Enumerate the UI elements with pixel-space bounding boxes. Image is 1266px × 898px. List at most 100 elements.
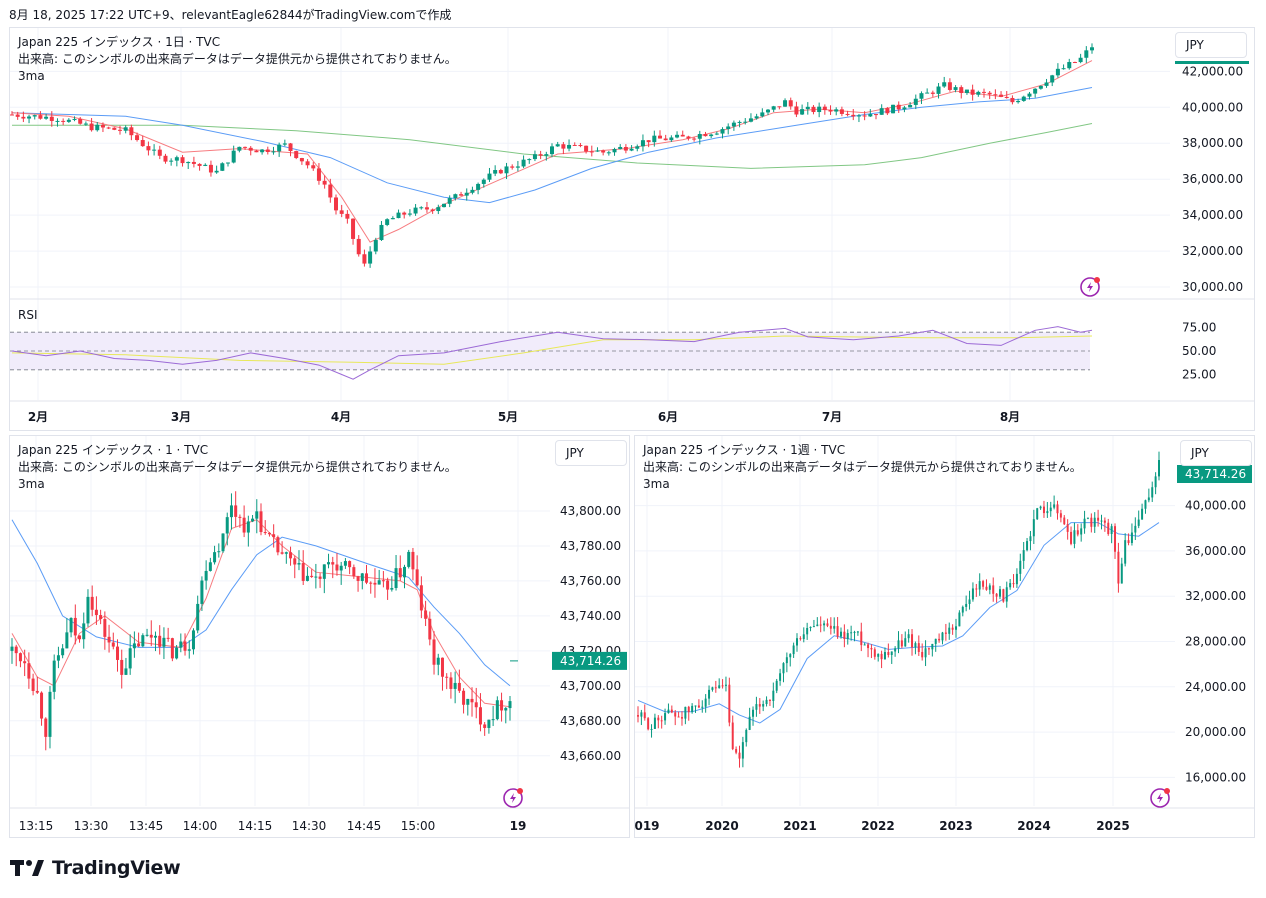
candle-body bbox=[166, 637, 170, 639]
candle-body bbox=[944, 632, 947, 634]
candle-body bbox=[868, 114, 873, 117]
candle-body bbox=[415, 569, 419, 586]
candle-body bbox=[911, 634, 914, 648]
candle-body bbox=[1107, 522, 1110, 535]
candle-body bbox=[987, 92, 992, 95]
intraday-chart-canvas[interactable]: 43,800.00 43,780.00 43,760.00 43,740.00 43,7… bbox=[10, 436, 630, 838]
daily-chart-canvas[interactable]: 42,000.00 40,000.00 38,000.00 36,000.00 34,0… bbox=[10, 28, 1255, 431]
candle-body bbox=[90, 596, 94, 610]
daily-chart-panel[interactable]: 42,000.00 40,000.00 38,000.00 36,000.00 34,0… bbox=[9, 27, 1255, 431]
candle-body bbox=[1137, 519, 1140, 526]
candle-body bbox=[238, 516, 242, 518]
candle-body bbox=[327, 562, 331, 565]
candle-body bbox=[667, 709, 670, 714]
currency-button[interactable]: JPY bbox=[1175, 32, 1247, 58]
candle-body bbox=[601, 150, 606, 153]
candle-body bbox=[799, 638, 802, 640]
candle-body bbox=[49, 116, 54, 121]
time-axis-tick-2: 4月 bbox=[331, 410, 351, 424]
candle-body bbox=[788, 100, 793, 107]
candle-body bbox=[500, 700, 504, 711]
candle-body bbox=[14, 646, 18, 654]
candle-body bbox=[214, 170, 219, 173]
legend-indicator[interactable]: 3ma bbox=[18, 69, 45, 83]
candle-body bbox=[1090, 47, 1094, 51]
candle-body bbox=[1084, 50, 1089, 58]
candle-body bbox=[10, 114, 14, 116]
candle-body bbox=[760, 112, 765, 117]
currency-button[interactable]: JPY bbox=[555, 440, 627, 466]
candle-body bbox=[259, 511, 263, 533]
candle-body bbox=[352, 567, 356, 577]
weekly-chart-canvas[interactable]: 40,000.00 36,000.00 32,000.00 28,000.00 24,0… bbox=[635, 436, 1255, 838]
candle-body bbox=[640, 140, 645, 147]
candle-body bbox=[640, 712, 643, 717]
candle-body bbox=[15, 114, 20, 117]
candle-body bbox=[870, 648, 873, 650]
candle-body bbox=[356, 238, 361, 255]
weekly-chart-panel[interactable]: 40,000.00 36,000.00 32,000.00 28,000.00 24,0… bbox=[634, 435, 1255, 838]
candle-body bbox=[752, 709, 755, 717]
intraday-chart-panel[interactable]: 43,800.00 43,780.00 43,760.00 43,740.00 43,7… bbox=[9, 435, 630, 838]
candle-body bbox=[169, 160, 174, 162]
candle-body bbox=[390, 218, 395, 220]
legend-indicator[interactable]: 3ma bbox=[643, 477, 670, 491]
candle-body bbox=[31, 678, 35, 691]
candle-body bbox=[521, 159, 526, 167]
candle-body bbox=[701, 706, 704, 708]
candle-body bbox=[927, 648, 930, 650]
candle-body bbox=[234, 505, 238, 517]
candle-body bbox=[1093, 517, 1096, 527]
candle-body bbox=[280, 552, 284, 554]
candle-body bbox=[635, 146, 640, 149]
candle-body bbox=[1038, 85, 1043, 89]
candle-body bbox=[204, 570, 208, 581]
candle-body bbox=[293, 558, 297, 565]
time-axis-tick-1: 13:30 bbox=[74, 819, 109, 833]
candle-body bbox=[863, 644, 866, 646]
legend-indicator[interactable]: 3ma bbox=[18, 477, 45, 491]
candle-body bbox=[1117, 551, 1120, 584]
candle-body bbox=[1002, 589, 1005, 602]
notification-dot bbox=[1164, 788, 1170, 794]
candle-body bbox=[1100, 520, 1103, 522]
candle-body bbox=[1015, 573, 1018, 585]
candle-body bbox=[436, 657, 440, 665]
candle-body bbox=[618, 146, 623, 150]
candle-body bbox=[163, 155, 168, 162]
candle-body bbox=[948, 627, 951, 634]
candle-body bbox=[924, 648, 927, 658]
price-axis-tick-0: 40,000.00 bbox=[1185, 499, 1246, 513]
candle-body bbox=[823, 623, 826, 626]
candle-body bbox=[220, 163, 225, 171]
candle-body bbox=[316, 168, 321, 181]
candle-body bbox=[606, 152, 611, 154]
candle-body bbox=[771, 106, 776, 110]
currency-button[interactable]: JPY bbox=[1180, 440, 1252, 466]
candle-body bbox=[94, 609, 98, 616]
candle-body bbox=[792, 645, 795, 655]
candle-body bbox=[65, 632, 69, 649]
candle-body bbox=[428, 618, 432, 640]
candle-body bbox=[931, 643, 934, 650]
candle-body bbox=[677, 716, 680, 718]
candle-body bbox=[277, 144, 282, 152]
candle-body bbox=[1036, 508, 1039, 520]
candle-body bbox=[873, 649, 876, 657]
candle-body bbox=[735, 749, 738, 753]
tradingview-logo[interactable]: TradingView bbox=[10, 855, 181, 881]
candle-body bbox=[449, 677, 453, 689]
candle-body bbox=[572, 144, 577, 146]
last-price-label: 43,714.26 bbox=[1185, 467, 1246, 481]
candle-body bbox=[38, 115, 43, 119]
candle-body bbox=[351, 218, 356, 239]
candle-body bbox=[180, 157, 185, 164]
candle-body bbox=[680, 134, 685, 137]
candle-body bbox=[794, 106, 799, 115]
candle-body bbox=[652, 135, 657, 143]
price-axis-tick-0: 42,000.00 bbox=[1182, 64, 1243, 78]
candle-body bbox=[398, 568, 402, 578]
candle-body bbox=[789, 654, 792, 658]
candle-body bbox=[768, 699, 771, 701]
candle-body bbox=[839, 631, 842, 637]
